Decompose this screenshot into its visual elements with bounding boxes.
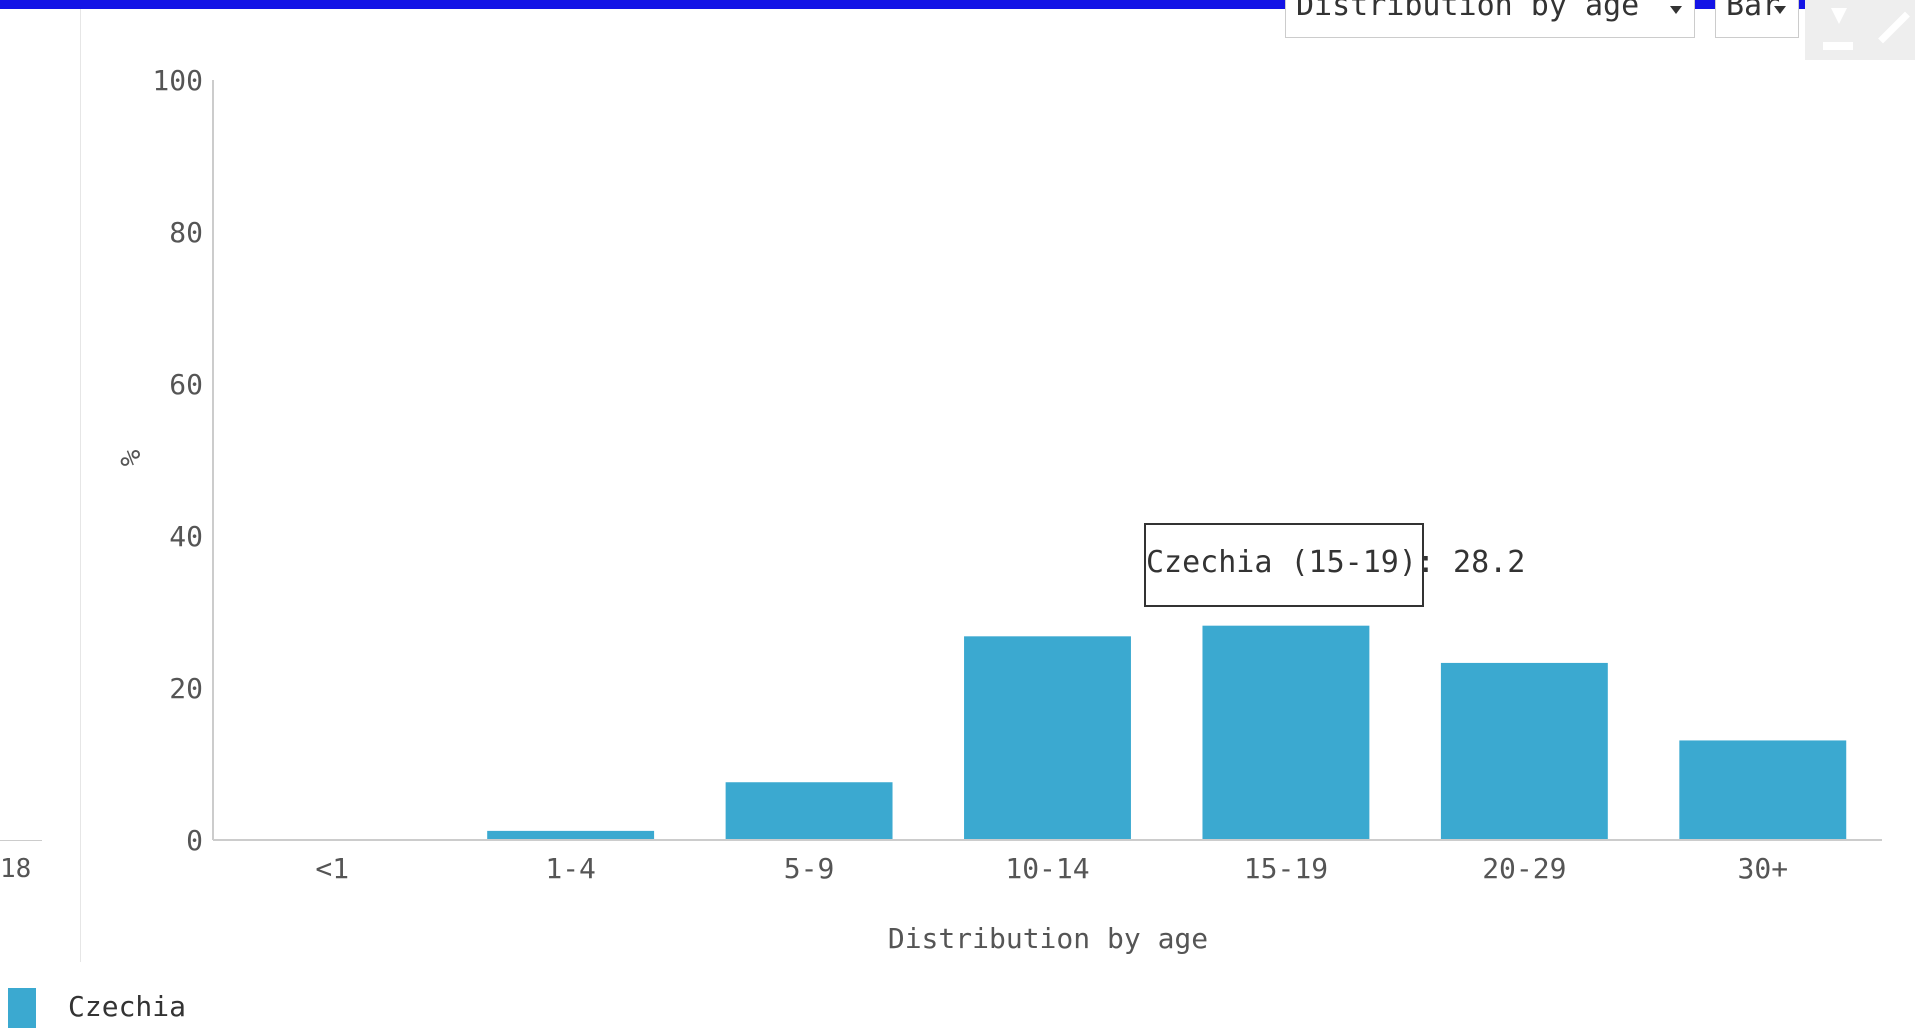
x-tick-label: 30+ bbox=[1737, 852, 1788, 885]
chart-type-select-value: Bar bbox=[1726, 0, 1781, 23]
x-tick-label: 15-19 bbox=[1244, 852, 1328, 885]
x-axis: <1 1-4 5-9 10-14 15-19 20-29 30+ bbox=[213, 839, 1882, 885]
indicator-select[interactable]: Distribution by age bbox=[1285, 0, 1695, 38]
y-axis-label: % bbox=[114, 449, 147, 466]
x-tick-label: <1 bbox=[315, 852, 349, 885]
chart-tools bbox=[1805, 0, 1915, 60]
bar-1-4[interactable] bbox=[487, 830, 655, 840]
bars bbox=[487, 625, 1847, 840]
left-panel-divider bbox=[80, 9, 81, 962]
y-tick-label: 80 bbox=[169, 216, 203, 249]
y-tick-label: 20 bbox=[169, 672, 203, 705]
x-axis-label: Distribution by age bbox=[888, 922, 1208, 955]
chevron-down-icon bbox=[1670, 6, 1682, 14]
x-tick-label: 1-4 bbox=[545, 852, 596, 885]
legend-swatch[interactable] bbox=[8, 988, 36, 1028]
y-tick-label: 0 bbox=[186, 824, 203, 857]
top-border bbox=[0, 0, 1915, 9]
x-tick-label: 20-29 bbox=[1482, 852, 1566, 885]
y-axis: 0 20 40 60 80 100 bbox=[152, 64, 214, 857]
left-panel-tick-label: 18 bbox=[0, 854, 32, 884]
y-tick-label: 60 bbox=[169, 368, 203, 401]
x-tick-label: 10-14 bbox=[1005, 852, 1089, 885]
y-tick-label: 40 bbox=[169, 520, 203, 553]
chart-type-select[interactable]: Bar bbox=[1715, 0, 1799, 38]
tooltip-text: Czechia (15-19): 28.2 bbox=[1146, 545, 1526, 580]
indicator-select-value: Distribution by age bbox=[1296, 0, 1640, 23]
x-tick-label: 5-9 bbox=[784, 852, 835, 885]
tooltip: Czechia (15-19): 28.2 bbox=[1144, 523, 1526, 607]
left-panel-axis-line bbox=[0, 840, 42, 841]
download-icon[interactable] bbox=[1821, 8, 1855, 52]
bar-20-29[interactable] bbox=[1440, 662, 1608, 840]
bar-10-14[interactable] bbox=[964, 636, 1131, 840]
legend-label[interactable]: Czechia bbox=[68, 990, 187, 1023]
bar-15-19[interactable] bbox=[1202, 625, 1370, 840]
chevron-down-icon bbox=[1774, 6, 1786, 14]
bar-5-9[interactable] bbox=[725, 782, 893, 840]
y-tick-label: 100 bbox=[152, 64, 203, 97]
bar-30+[interactable] bbox=[1679, 740, 1847, 840]
